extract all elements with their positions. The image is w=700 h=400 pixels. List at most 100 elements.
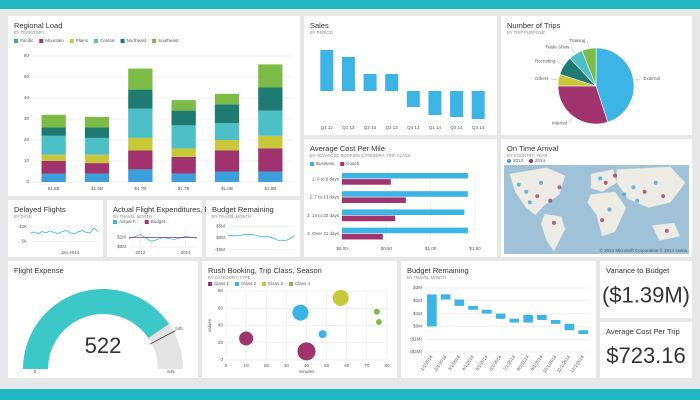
bar-segment bbox=[258, 87, 283, 111]
bar-segment bbox=[41, 135, 66, 155]
pie-slice bbox=[581, 47, 597, 87]
tile-subtitle: BY TERRITORY bbox=[14, 30, 45, 35]
y-category-label: 4. Over 21 days bbox=[307, 231, 340, 236]
map-marker bbox=[548, 198, 553, 203]
legend-swatch bbox=[208, 282, 212, 286]
map-marker bbox=[524, 189, 529, 194]
y-tick-label: $3M bbox=[413, 285, 422, 290]
x-tick-label: Q2 14 bbox=[450, 125, 463, 130]
bar-segment bbox=[128, 89, 153, 109]
bar-segment bbox=[128, 137, 153, 151]
x-tick-label: $1.8B bbox=[221, 186, 233, 191]
waterfall-bar bbox=[537, 314, 547, 320]
legend-swatch bbox=[39, 39, 44, 43]
x-tick-label: 10 bbox=[244, 363, 250, 368]
y-tick-label: $1M bbox=[413, 311, 422, 316]
y-category-label: 2. 7 to 13 days bbox=[309, 195, 339, 200]
gauge-min: 0 bbox=[34, 369, 37, 374]
bar-segment bbox=[128, 68, 153, 90]
tile-title: Number of Trips bbox=[507, 21, 561, 30]
gauge-value: 522 bbox=[85, 333, 122, 358]
x-tick-label: 2012 bbox=[135, 250, 146, 255]
bar-segment bbox=[258, 135, 283, 149]
tile-title: Variance to Budget bbox=[606, 266, 670, 275]
y-tick-label: 30 bbox=[24, 116, 30, 121]
legend-swatch bbox=[235, 282, 240, 286]
bar-segment bbox=[171, 148, 196, 157]
bar bbox=[406, 91, 420, 107]
legend-label: Class 2 bbox=[241, 281, 257, 286]
legend-swatch bbox=[69, 39, 74, 43]
x-tick-label: 40 bbox=[304, 363, 310, 368]
tile-subtitle: BY COUNTRY, YEAR bbox=[507, 153, 547, 158]
waterfall-bar bbox=[427, 294, 437, 327]
bar bbox=[342, 179, 391, 185]
y-tick-label: 20 bbox=[218, 340, 224, 345]
map-marker bbox=[557, 185, 562, 190]
gauge-max: 645 bbox=[167, 369, 175, 374]
legend-swatch bbox=[152, 39, 157, 43]
bar bbox=[342, 233, 383, 240]
tile-title: Budget Remaining bbox=[407, 266, 469, 275]
pie-label: Recruiting bbox=[535, 59, 556, 64]
gauge-target bbox=[149, 330, 176, 345]
bar-segment bbox=[128, 169, 153, 182]
waterfall-bar bbox=[578, 330, 588, 335]
legend-swatch bbox=[14, 39, 18, 43]
pie-label: Trade Show bbox=[545, 44, 570, 49]
map-land bbox=[616, 166, 686, 208]
map-land bbox=[587, 191, 627, 237]
x-tick-label: Q4 13 bbox=[407, 125, 420, 130]
card-value: ($1.39M) bbox=[602, 282, 690, 307]
legend-label: Mountain bbox=[45, 38, 64, 43]
x-tick-label: 60 bbox=[344, 363, 350, 368]
waterfall-bar bbox=[440, 294, 451, 300]
bar bbox=[450, 91, 464, 117]
map-marker bbox=[535, 194, 540, 199]
pie-label: Internal bbox=[552, 120, 567, 125]
legend-swatch bbox=[262, 282, 267, 286]
bar-segment bbox=[171, 110, 196, 126]
tile-title: Average Cost Per Trip bbox=[606, 327, 680, 336]
tile-subtitle: BY TRIP PURPOSE bbox=[507, 30, 545, 35]
tile-title: Delayed Flights bbox=[14, 205, 66, 214]
x-tick-label: $0.00 bbox=[336, 246, 348, 251]
tile-subtitle: BY PERIOD bbox=[310, 30, 333, 35]
bar-segment bbox=[41, 161, 66, 174]
y-tick-label: 5K bbox=[21, 238, 27, 243]
bar-segment bbox=[214, 104, 240, 124]
y-tick-label: 10 bbox=[24, 158, 30, 163]
bar bbox=[320, 50, 334, 91]
y-tick-label: ($2M) bbox=[410, 349, 422, 354]
x-tick-label: $1.7B bbox=[178, 186, 190, 191]
bar-segment bbox=[128, 108, 153, 138]
bar bbox=[342, 209, 465, 216]
bar bbox=[342, 172, 468, 179]
tile bbox=[206, 200, 300, 257]
pie-slice bbox=[595, 47, 635, 123]
waterfall-bar bbox=[495, 313, 506, 319]
y-tick-label: 10K bbox=[19, 224, 27, 229]
map-attribution: © 2014 Microsoft Corporation © 2014 Noki… bbox=[600, 247, 688, 253]
waterfall-bar bbox=[454, 299, 465, 306]
y-tick-label: 60 bbox=[24, 53, 30, 58]
y-tick-label: 20 bbox=[24, 137, 30, 142]
legend-label: Southeast bbox=[158, 38, 179, 43]
y-tick-label: 60 bbox=[218, 305, 224, 310]
bar-segment bbox=[84, 163, 110, 174]
x-tick-label: Q3 13 bbox=[386, 125, 399, 130]
bar bbox=[341, 57, 355, 91]
y-tick-label: $5M bbox=[216, 224, 225, 229]
tile-title: On Time Arrival bbox=[507, 144, 559, 153]
tile-title: Flight Expense bbox=[14, 266, 64, 275]
legend-label: Class 4 bbox=[295, 281, 311, 286]
bar-segment bbox=[214, 123, 240, 140]
waterfall-bar bbox=[509, 318, 520, 323]
map-marker bbox=[603, 180, 608, 185]
bar-segment bbox=[84, 173, 110, 182]
legend-label: Class 3 bbox=[268, 281, 284, 286]
legend-swatch bbox=[120, 39, 125, 43]
bar-segment bbox=[214, 93, 240, 105]
x-tick-label: 70 bbox=[364, 363, 370, 368]
